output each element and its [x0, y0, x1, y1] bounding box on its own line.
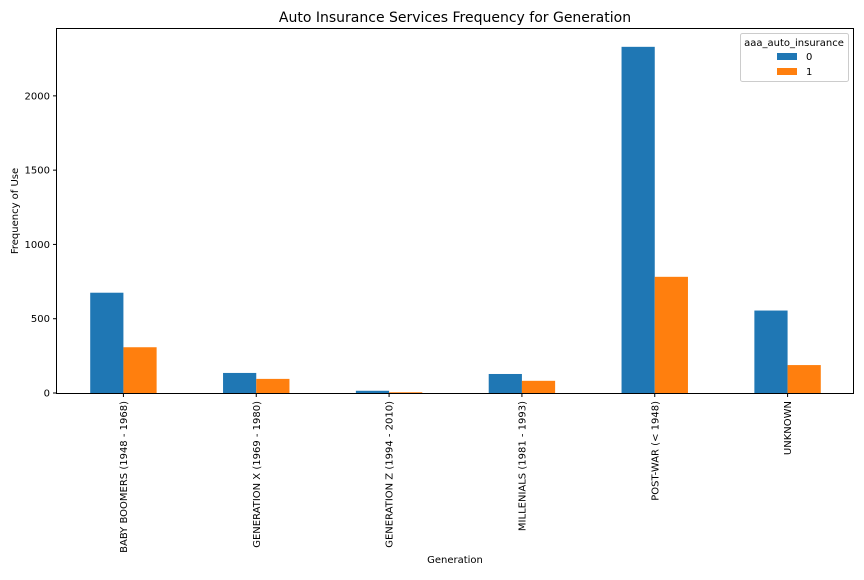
- bar-series-1-4: [654, 276, 688, 393]
- x-tick-label: UNKNOWN: [783, 401, 794, 455]
- bar-series-1-0: [123, 347, 157, 393]
- bar-series-0-1: [223, 372, 257, 393]
- bar-series-1-1: [256, 378, 290, 393]
- bar-series-0-4: [621, 46, 655, 393]
- chart-title: Auto Insurance Services Frequency for Ge…: [279, 10, 631, 26]
- bar-series-1-5: [787, 365, 821, 393]
- legend-swatch-series-0: [777, 53, 797, 60]
- legend-swatch-series-1: [777, 68, 797, 75]
- bar-series-1-3: [521, 380, 556, 393]
- y-tick-label: 2000: [25, 91, 50, 102]
- legend: aaa_auto_insurance 0 1: [740, 33, 849, 82]
- legend-title: aaa_auto_insurance: [744, 38, 844, 49]
- legend-label-series-0: 0: [806, 52, 812, 63]
- x-axis: BABY BOOMERS (1948 - 1968) GENERATION X (…: [119, 393, 794, 553]
- bars-group: [90, 46, 821, 393]
- y-tick-label: 500: [31, 314, 50, 325]
- x-tick-label: BABY BOOMERS (1948 - 1968): [119, 401, 130, 553]
- y-tick-label: 1500: [25, 166, 50, 177]
- legend-label-series-1: 1: [806, 67, 812, 78]
- x-tick-label: MILLENIALS (1981 - 1993): [517, 401, 528, 531]
- bar-series-1-2: [389, 392, 423, 393]
- y-tick-label: 1000: [25, 240, 50, 251]
- y-axis-label: Frequency of Use: [10, 168, 21, 254]
- x-tick-label: POST-WAR (< 1948): [650, 401, 661, 501]
- bar-series-0-0: [90, 292, 124, 393]
- x-axis-label: Generation: [427, 555, 483, 566]
- bar-series-0-5: [754, 310, 788, 393]
- y-axis: 0 500 1000 1500 2000: [25, 91, 57, 400]
- plot-frame: [56, 28, 854, 394]
- bar-series-0-3: [488, 373, 522, 393]
- x-tick-label: GENERATION Z (1994 - 2010): [385, 401, 396, 548]
- bar-series-0-2: [355, 390, 390, 393]
- x-tick-label: GENERATION X (1969 - 1980): [252, 401, 263, 548]
- y-tick-label: 0: [44, 389, 50, 400]
